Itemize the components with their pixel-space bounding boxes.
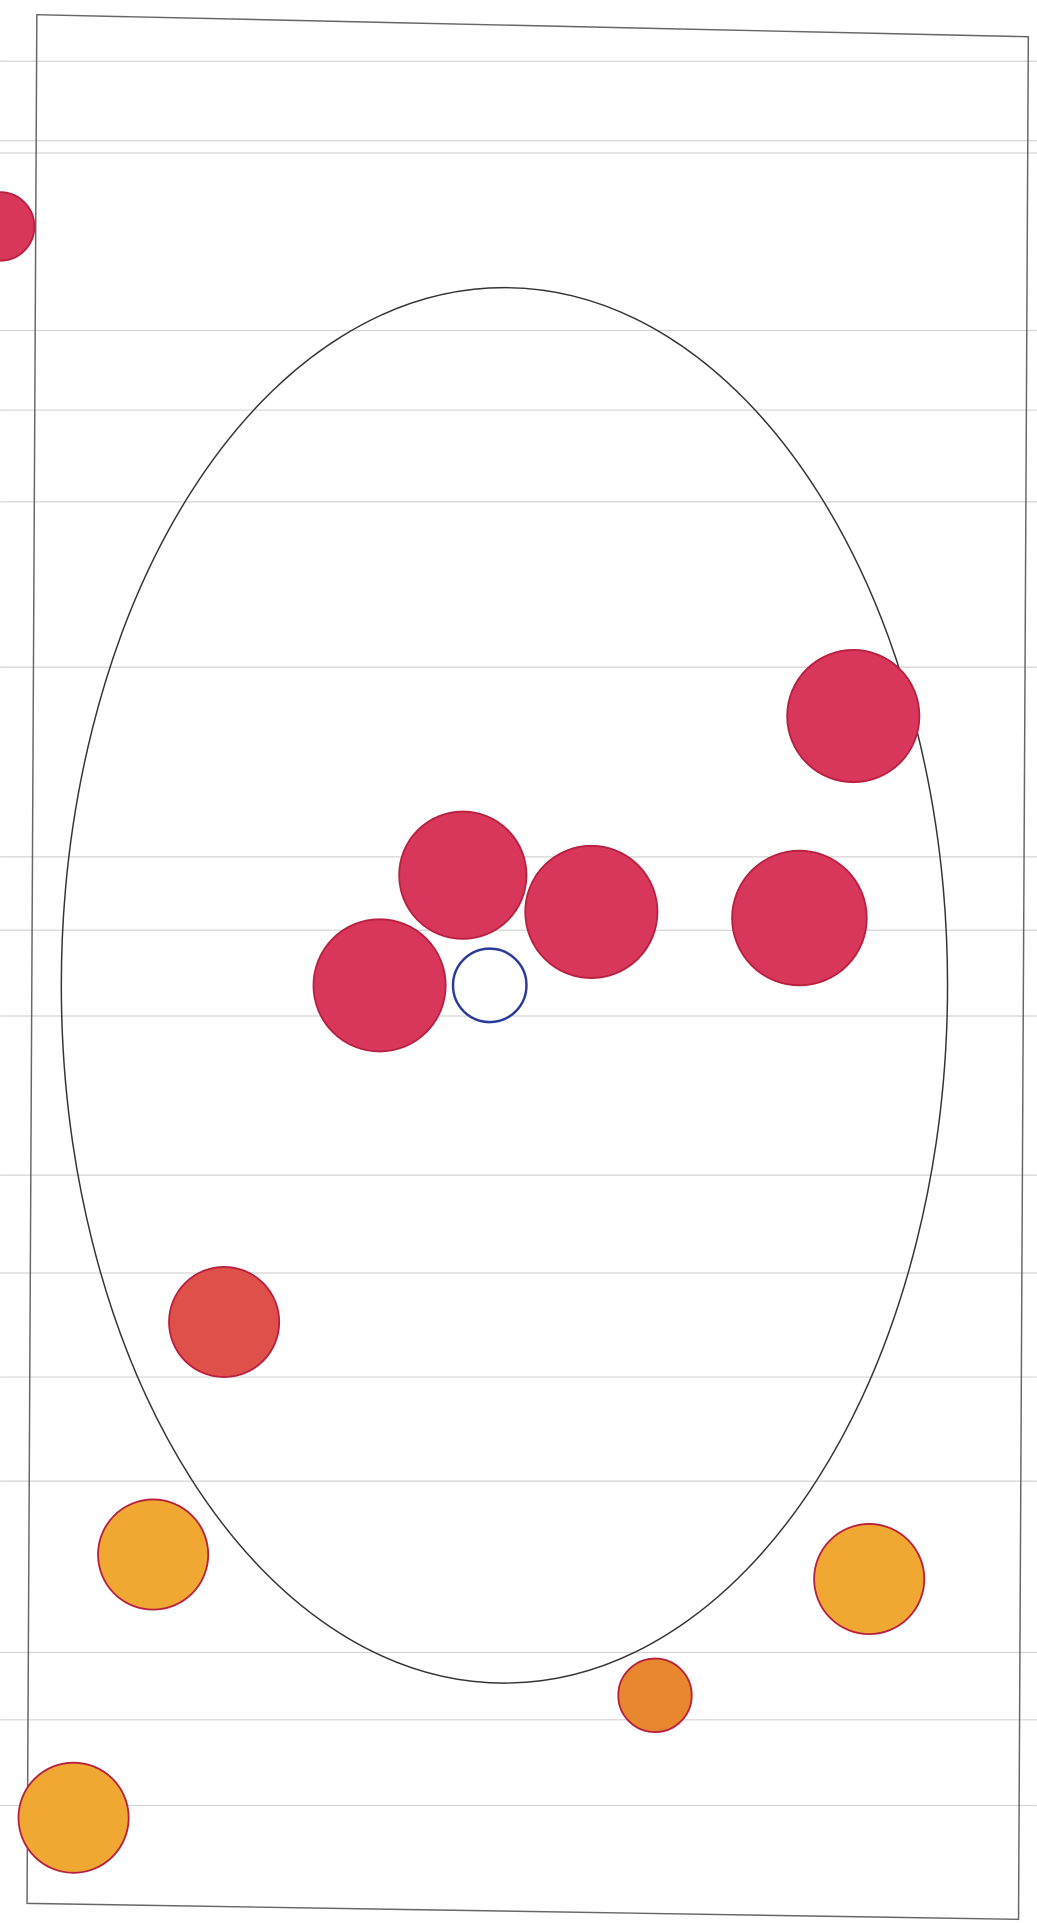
circle-node — [18, 1763, 128, 1873]
circles — [0, 192, 924, 1873]
circle-node — [169, 1267, 279, 1377]
circle-node — [453, 949, 526, 1022]
scanned-drawing — [0, 0, 1037, 1923]
circle-node — [732, 851, 867, 986]
circle-node — [0, 192, 34, 261]
circle-node — [313, 919, 445, 1051]
circle-node — [787, 650, 919, 782]
circle-node — [98, 1499, 208, 1609]
circle-node — [814, 1524, 924, 1634]
page: (() => { const data = JSON.parse(documen… — [0, 0, 1037, 1923]
circle-node — [399, 812, 526, 939]
circle-node — [525, 846, 657, 978]
circle-node — [618, 1659, 691, 1732]
